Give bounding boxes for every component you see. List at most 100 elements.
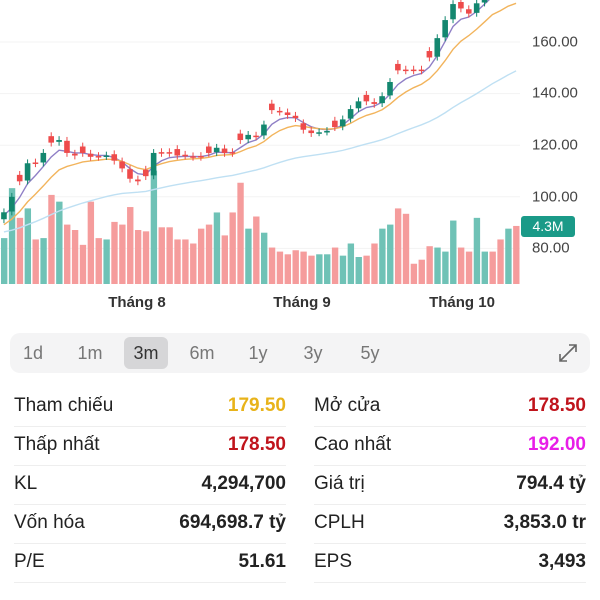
candle-body <box>158 152 165 154</box>
price-chart[interactable] <box>0 0 520 290</box>
stat-row: Cao nhất 192.00 <box>314 426 586 466</box>
volume-bar <box>481 251 488 284</box>
stat-value: 178.50 <box>527 395 586 416</box>
volume-bar <box>410 263 418 284</box>
volume-bar <box>32 239 39 284</box>
volume-bar <box>394 208 402 284</box>
stat-label: Mở cửa <box>314 395 381 416</box>
stat-label: Giá trị <box>314 473 365 494</box>
stat-value: 694,698.7 tỷ <box>179 512 286 533</box>
stat-value: 3,853.0 tr <box>503 512 586 533</box>
candle-body <box>142 169 149 177</box>
stat-row: KL 4,294,700 <box>14 465 286 505</box>
volume-bar <box>402 213 410 284</box>
candle-body <box>103 155 110 158</box>
stat-label: EPS <box>314 551 353 572</box>
candle-body <box>300 123 307 130</box>
volume-bar <box>426 246 433 284</box>
y-tick-label: 80.00 <box>532 239 570 257</box>
period-1y[interactable]: 1y <box>248 343 268 363</box>
candle-body <box>64 140 70 153</box>
volume-bar <box>213 212 221 284</box>
volume-bar <box>473 217 481 284</box>
stat-row: CPLH 3,853.0 tr <box>314 504 586 544</box>
candle-body <box>481 0 488 3</box>
candle-body <box>87 153 94 157</box>
period-3m[interactable]: 3m <box>124 337 168 369</box>
candle-body <box>332 120 338 128</box>
volume-bar <box>71 230 79 284</box>
period-6m[interactable]: 6m <box>189 343 215 363</box>
volume-bar <box>95 238 102 284</box>
period-3y[interactable]: 3y <box>303 343 323 363</box>
volume-bar <box>261 232 268 284</box>
month-label: Tháng 10 <box>429 294 495 311</box>
candle-body <box>284 112 291 116</box>
candle-body <box>426 51 433 58</box>
volume-bar <box>190 243 197 284</box>
volume-bar <box>127 207 134 284</box>
stat-label: KL <box>14 473 38 494</box>
stat-row: EPS 3,493 <box>314 543 586 583</box>
volume-bar <box>457 247 465 284</box>
volume-bar <box>221 235 228 284</box>
volume-bar <box>418 259 425 284</box>
moving-average-line <box>3 70 517 233</box>
volume-bar <box>64 224 71 284</box>
volume-bar <box>197 228 205 284</box>
period-1d[interactable]: 1d <box>22 343 44 363</box>
candle-body <box>127 169 133 179</box>
candle-body <box>316 132 322 134</box>
stat-value: 4,294,700 <box>201 473 286 494</box>
candle-body <box>56 140 62 142</box>
candle-body <box>1 212 7 220</box>
candle-body <box>79 146 86 153</box>
volume-bar <box>150 170 158 284</box>
candle-body <box>237 133 244 141</box>
candle-body <box>174 149 181 156</box>
period-1m[interactable]: 1m <box>77 343 103 363</box>
volume-bar <box>347 243 355 284</box>
candle-body <box>32 162 39 164</box>
volume-bar <box>292 250 299 284</box>
candle-body <box>40 152 47 163</box>
moving-average-line <box>3 2 517 226</box>
stat-value: 192.00 <box>527 434 586 455</box>
volume-bar <box>379 228 386 284</box>
stat-value: 3,493 <box>538 551 586 572</box>
candle-body <box>434 38 441 57</box>
candle-body <box>16 174 23 182</box>
candle-body <box>355 101 362 109</box>
candle-body <box>410 69 417 72</box>
candle-body <box>276 110 283 113</box>
expand-icon[interactable] <box>556 341 580 365</box>
volume-bar <box>355 257 362 284</box>
stat-label: Thấp nhất <box>14 434 100 455</box>
candle-body <box>465 9 472 14</box>
volume-bar <box>300 251 307 284</box>
volume-bar <box>339 255 347 284</box>
period-selector: 1d 1m 3m 6m 1y 3y 5y <box>10 333 590 373</box>
candle-body <box>324 131 330 133</box>
stat-row: Vốn hóa 694,698.7 tỷ <box>14 504 286 544</box>
candle-body <box>48 136 55 143</box>
candle-body <box>418 69 425 72</box>
volume-bar <box>40 238 47 284</box>
candle-body <box>269 103 275 111</box>
candle-body <box>111 154 118 161</box>
y-tick-label: 140.00 <box>532 84 578 102</box>
period-5y[interactable]: 5y <box>360 343 380 363</box>
candle-body <box>150 152 157 176</box>
y-tick-label: 160.00 <box>532 33 578 51</box>
volume-bar <box>308 255 315 284</box>
volume-bar <box>24 208 32 284</box>
volume-bar <box>268 247 276 284</box>
volume-bar <box>174 239 181 284</box>
volume-bar <box>450 220 457 284</box>
volume-bar <box>79 244 87 284</box>
volume-bar <box>87 201 95 284</box>
candle-body <box>458 2 464 9</box>
volume-badge: 4.3M <box>521 216 575 237</box>
volume-bar <box>363 255 370 284</box>
volume-bar <box>237 182 244 284</box>
